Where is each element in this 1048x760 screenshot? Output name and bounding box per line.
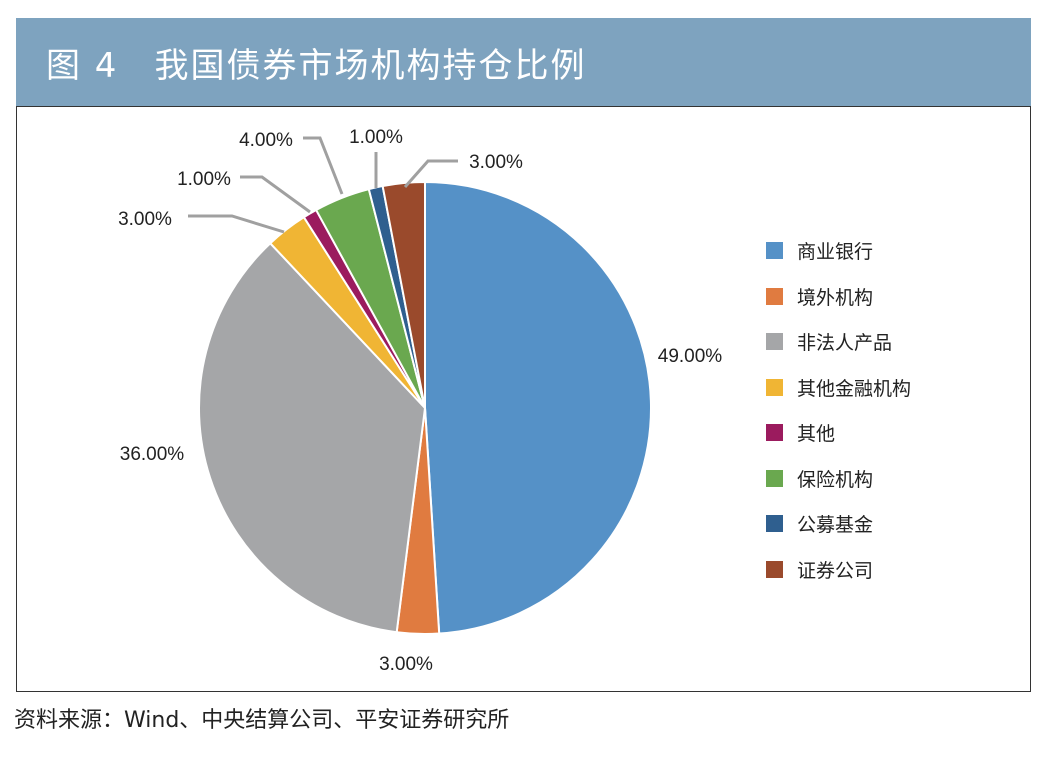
legend-label: 商业银行 [797,241,874,264]
legend-label: 保险机构 [797,468,874,491]
legend-label: 证券公司 [797,559,874,582]
data-label: 1.00% [349,127,403,148]
legend: 商业银行 境外机构 非法人产品 其他金融机构 其他 保险机构 公募基金 证券公司 [766,228,911,592]
data-label: 4.00% [239,130,293,151]
legend-swatch [766,287,783,305]
leader-line [303,136,344,195]
legend-label: 公募基金 [797,514,874,537]
pie-slice [424,180,652,635]
leader-line [188,214,285,234]
legend-item: 商业银行 [766,228,911,274]
data-label: 36.00% [120,444,185,465]
legend-swatch [766,560,783,578]
legend-item: 非法人产品 [766,319,911,365]
legend-item: 其他 [766,410,911,456]
source-note: 资料来源：Wind、中央结算公司、平安证券研究所 [14,708,510,733]
legend-swatch [766,469,783,487]
legend-item: 证券公司 [766,547,911,593]
data-label: 1.00% [177,169,231,190]
legend-swatch [766,242,783,260]
legend-label: 境外机构 [797,286,874,309]
legend-swatch [766,378,783,396]
data-label: 3.00% [469,152,523,173]
legend-label: 其他 [797,423,836,446]
pie-slices [198,180,652,635]
legend-item: 保险机构 [766,456,911,502]
chart-title: 图 4 我国债券市场机构持仓比例 [46,46,587,86]
legend-label: 非法人产品 [797,332,893,355]
chart-header: 图 4 我国债券市场机构持仓比例 [16,18,1031,106]
data-labels: 49.00%3.00%36.00%3.00%1.00%4.00% 1.00%3.0… [118,127,722,675]
data-label: 3.00% [118,209,172,230]
legend-swatch [766,515,783,533]
legend-swatch [766,333,783,351]
data-label: 3.00% [379,654,433,675]
data-label: 49.00% [658,346,723,367]
legend-item: 境外机构 [766,274,911,320]
leader-line [240,175,311,214]
pie-slice [381,180,426,409]
legend-item: 公募基金 [766,501,911,547]
leader-lines [188,136,458,234]
legend-swatch [766,424,783,442]
legend-label: 其他金融机构 [797,377,912,400]
leader-line [403,159,458,188]
legend-item: 其他金融机构 [766,365,911,411]
pie-slice [198,241,427,634]
